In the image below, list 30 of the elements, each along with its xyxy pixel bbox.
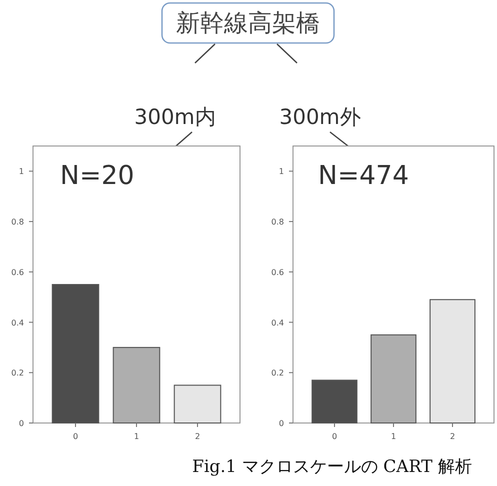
y-tick-label: 0.4: [271, 318, 284, 328]
y-tick-label: 0.2: [271, 368, 284, 378]
y-tick-label: 1: [18, 167, 24, 176]
x-tick-label: 2: [450, 432, 456, 441]
y-tick-label: 0.8: [11, 218, 24, 227]
y-tick-label: 0: [278, 419, 284, 428]
bar: [52, 284, 100, 424]
y-tick-label: 0: [18, 419, 24, 428]
bar: [370, 334, 416, 424]
x-tick-label: 1: [390, 432, 396, 441]
y-tick-label: 0.4: [11, 318, 24, 328]
x-tick-label: 0: [332, 432, 338, 441]
annotation: N=474: [318, 161, 409, 191]
chart-title: 300m外: [279, 105, 361, 129]
caption: Fig.1 マクロスケールの CART 解析: [192, 457, 472, 477]
bar: [312, 380, 358, 424]
bar: [430, 299, 476, 424]
bar: [112, 346, 160, 424]
y-tick-label: 0.2: [11, 368, 24, 378]
text: 新幹線高架橋: [176, 9, 320, 37]
x-tick-label: 0: [72, 432, 78, 441]
y-tick-label: 0.6: [11, 268, 24, 277]
y-tick-label: 0.8: [271, 218, 284, 227]
x-tick-label: 1: [134, 432, 140, 441]
y-tick-label: 1: [278, 167, 284, 176]
y-tick-label: 0.6: [271, 268, 284, 277]
annotation: N=20: [60, 161, 134, 191]
chart-title: 300m内: [134, 105, 216, 129]
bar: [174, 384, 222, 424]
x-tick-label: 2: [194, 432, 200, 441]
